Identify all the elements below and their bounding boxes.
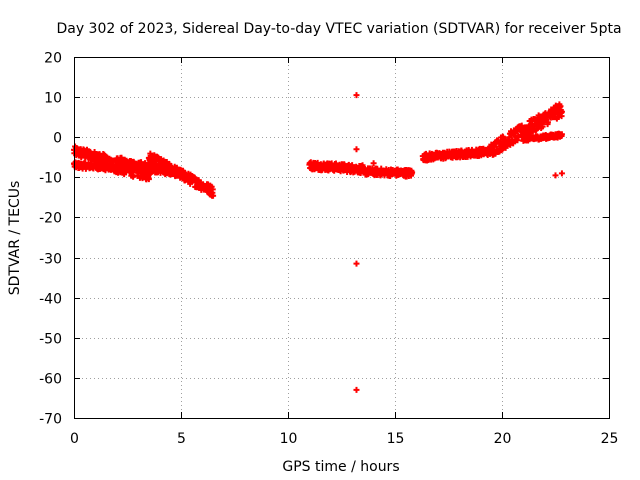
data-point xyxy=(544,119,551,126)
x-tick-label: 5 xyxy=(177,431,186,447)
axis-ticks xyxy=(74,57,610,419)
data-point xyxy=(558,131,565,138)
data-point xyxy=(491,143,498,150)
y-tick-labels: -70 -60 -50 -40 -30 -20 -10 0 10 20 xyxy=(39,51,62,428)
y-tick-label: -10 xyxy=(39,171,62,187)
y-tick-label: -70 xyxy=(39,412,62,428)
data-point-outlier xyxy=(353,386,360,393)
x-tick-label: 20 xyxy=(494,431,512,447)
x-tick-label: 15 xyxy=(387,431,405,447)
y-axis-label: SDTVAR / TECUs xyxy=(7,181,23,296)
y-tick-label: -30 xyxy=(39,252,62,268)
chart-title: Day 302 of 2023, Sidereal Day-to-day VTE… xyxy=(56,21,621,37)
data-point-outlier xyxy=(152,154,159,161)
data-point xyxy=(539,123,546,130)
y-tick-label: 20 xyxy=(44,51,62,67)
data-point-outlier xyxy=(353,146,360,153)
x-tick-label: 0 xyxy=(70,431,79,447)
data-point xyxy=(209,186,216,193)
y-tick-label: 0 xyxy=(53,131,62,147)
data-point-outlier xyxy=(353,92,360,99)
y-tick-label: -60 xyxy=(39,372,62,388)
data-point xyxy=(191,174,198,181)
data-point-outlier xyxy=(558,170,565,177)
x-tick-label: 25 xyxy=(601,431,619,447)
data-point xyxy=(499,146,506,153)
x-tick-labels: 0 5 10 15 20 25 xyxy=(70,431,618,447)
y-tick-label: 10 xyxy=(44,91,62,107)
grid xyxy=(74,57,609,418)
y-tick-label: -20 xyxy=(39,211,62,227)
data-point xyxy=(409,169,416,176)
data-points xyxy=(71,92,565,393)
data-point xyxy=(210,192,217,199)
data-point xyxy=(510,140,517,147)
data-point-outlier xyxy=(552,172,559,179)
plot-frame xyxy=(74,57,610,419)
data-point-outlier xyxy=(353,260,360,267)
x-tick-label: 10 xyxy=(280,431,298,447)
data-point xyxy=(558,108,565,115)
data-point-outlier xyxy=(370,160,377,167)
y-tick-label: -50 xyxy=(39,332,62,348)
data-point xyxy=(187,180,194,187)
y-tick-label: -40 xyxy=(39,292,62,308)
x-axis-label: GPS time / hours xyxy=(282,459,399,475)
